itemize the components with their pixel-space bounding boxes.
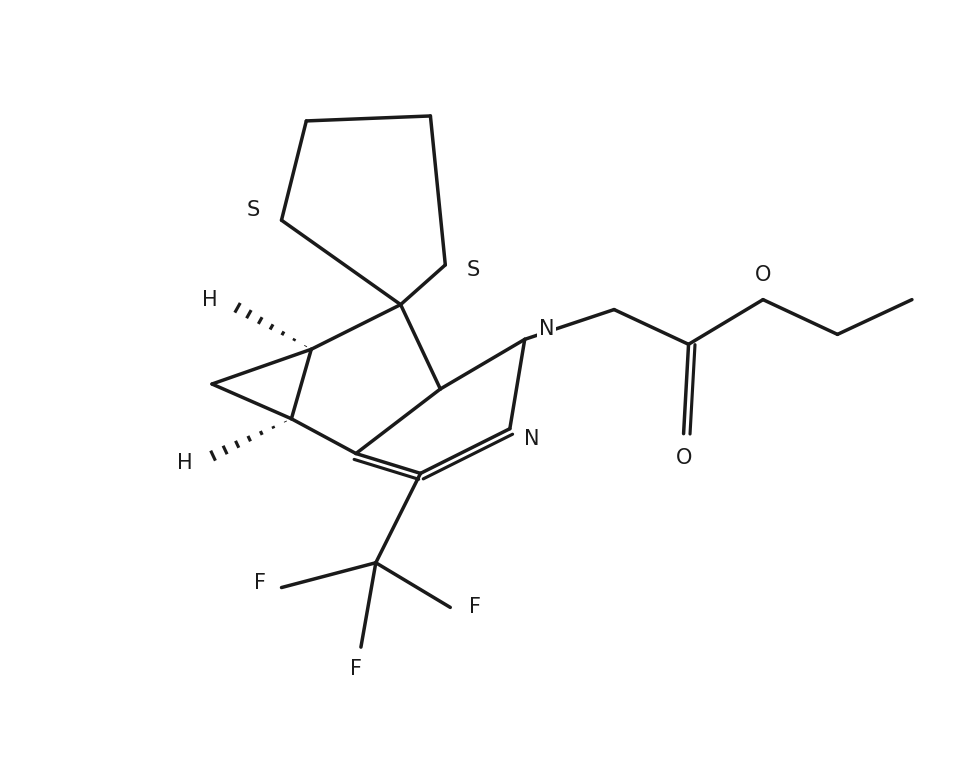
- Text: N: N: [539, 320, 554, 340]
- Text: O: O: [675, 448, 692, 468]
- Text: F: F: [254, 573, 265, 593]
- Text: N: N: [524, 429, 540, 449]
- Text: F: F: [469, 598, 481, 618]
- Text: H: H: [178, 454, 193, 474]
- Text: S: S: [467, 260, 480, 280]
- Text: H: H: [202, 289, 218, 310]
- Text: F: F: [350, 659, 362, 679]
- Text: O: O: [754, 265, 771, 285]
- Text: S: S: [247, 200, 261, 221]
